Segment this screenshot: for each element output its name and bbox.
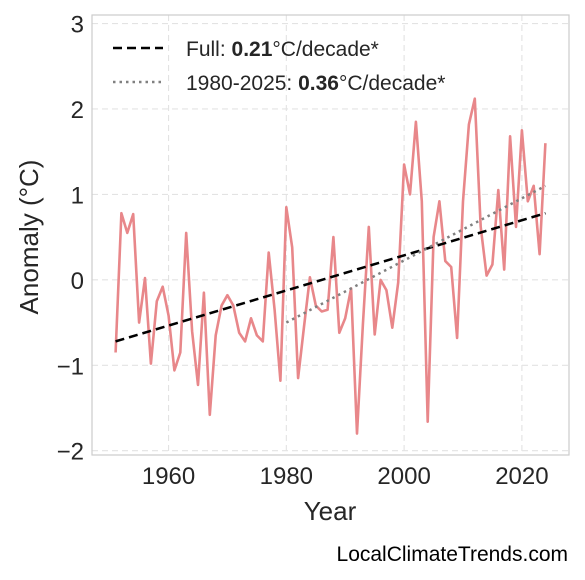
legend-recent-rate: 0.36 [298, 72, 339, 95]
y-axis-title: Anomaly (°C) [14, 160, 44, 315]
series [114, 97, 547, 435]
x-tick-label: 2000 [377, 463, 430, 490]
y-tick-label: 1 [71, 182, 84, 209]
trend-lines [115, 184, 547, 343]
source-label: LocalClimateTrends.com [337, 543, 568, 566]
x-axis-title: Year [304, 496, 357, 526]
legend-recent-suffix: °C/decade* [339, 72, 445, 95]
y-tick-label: −1 [57, 353, 84, 380]
x-tick-label: 1960 [142, 463, 195, 490]
legend-full-prefix: Full: [186, 38, 232, 61]
legend-label-recent: 1980-2025: 0.36°C/decade* [186, 72, 445, 95]
legend-recent-prefix: 1980-2025: [186, 72, 298, 95]
y-tick-label: 0 [71, 268, 84, 295]
plot-background [92, 15, 569, 455]
series-line [114, 97, 547, 435]
legend-label-full: Full: 0.21°C/decade* [186, 38, 379, 61]
y-tick-label: −2 [57, 439, 84, 466]
plot-frame [91, 14, 570, 456]
y-tick-label: 2 [71, 97, 84, 124]
trend-line-full [115, 212, 546, 343]
legend-full-suffix: °C/decade* [272, 38, 378, 61]
x-tick-label: 2020 [495, 463, 548, 490]
legend-full-rate: 0.21 [232, 38, 273, 61]
legend: Full: 0.21°C/decade* 1980-2025: 0.36°C/d… [113, 38, 445, 95]
tick-labels: 1960 1980 2000 2020 −2 −1 0 1 2 3 [57, 12, 549, 490]
x-tick-label: 1980 [260, 463, 313, 490]
y-tick-label: 3 [71, 12, 84, 39]
